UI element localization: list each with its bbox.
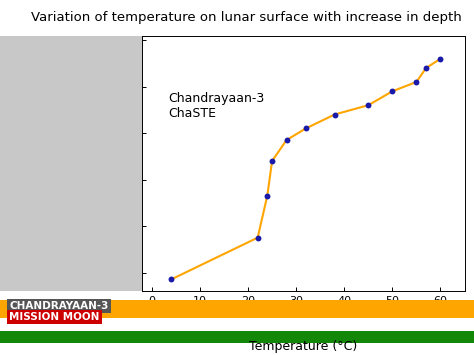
X-axis label: Temperature (°C): Temperature (°C) bbox=[249, 312, 357, 324]
Point bbox=[264, 193, 271, 199]
Text: CHANDRAYAAN-3: CHANDRAYAAN-3 bbox=[9, 301, 109, 311]
Text: Variation of temperature on lunar surface with increase in depth: Variation of temperature on lunar surfac… bbox=[31, 11, 462, 24]
Point bbox=[365, 102, 372, 108]
Point bbox=[283, 137, 290, 143]
Text: MISSION MOON: MISSION MOON bbox=[9, 312, 100, 322]
Text: Temperature (°C): Temperature (°C) bbox=[249, 340, 357, 353]
Point bbox=[302, 126, 310, 131]
Point bbox=[268, 158, 276, 164]
Point bbox=[167, 277, 175, 282]
Point bbox=[331, 112, 338, 118]
Text: Chandrayaan-3
ChaSTE: Chandrayaan-3 ChaSTE bbox=[168, 92, 264, 120]
Point bbox=[254, 235, 262, 240]
Point bbox=[437, 56, 444, 61]
Y-axis label: Depth (mm): Depth (mm) bbox=[95, 125, 108, 201]
Point bbox=[389, 88, 396, 94]
Point bbox=[413, 79, 420, 85]
Point bbox=[422, 65, 430, 71]
